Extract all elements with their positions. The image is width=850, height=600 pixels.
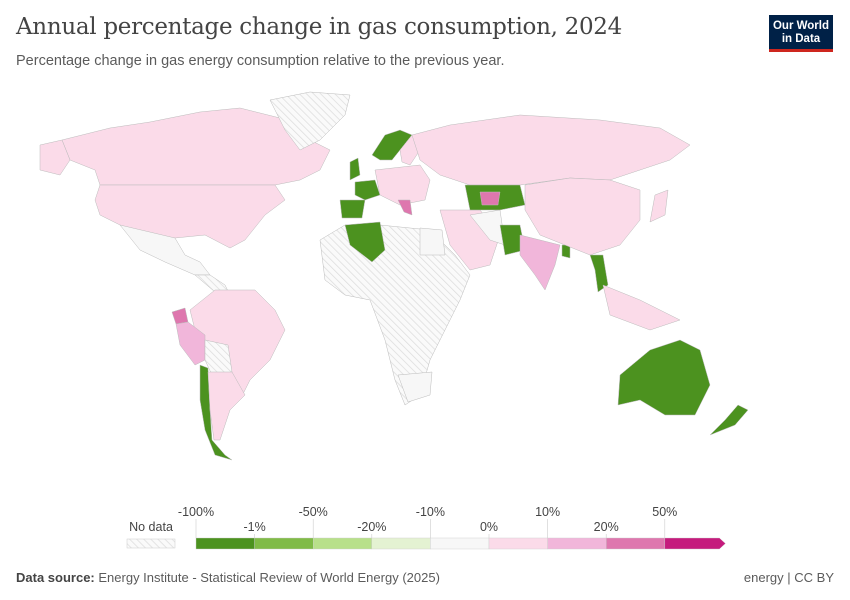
africa-no-data bbox=[319, 224, 471, 406]
legend-label: -1% bbox=[243, 520, 265, 534]
country-alaska[interactable] bbox=[39, 139, 71, 176]
legend-label: -100% bbox=[178, 505, 214, 519]
country-south-africa[interactable] bbox=[397, 371, 433, 403]
no-data-swatch bbox=[126, 538, 176, 549]
legend-bin[interactable] bbox=[488, 537, 548, 550]
legend-bin[interactable] bbox=[547, 537, 607, 550]
legend-bin[interactable] bbox=[371, 537, 431, 550]
country-japan[interactable] bbox=[649, 189, 669, 223]
country-vietnam[interactable] bbox=[589, 254, 609, 293]
legend-bin[interactable] bbox=[430, 537, 490, 550]
country-china[interactable] bbox=[524, 177, 641, 256]
chart-subtitle: Percentage change in gas energy consumpt… bbox=[16, 53, 505, 69]
legend-label: -20% bbox=[357, 520, 386, 534]
country-central-europe[interactable] bbox=[374, 164, 431, 206]
se-asia[interactable] bbox=[602, 284, 681, 331]
country-russia[interactable] bbox=[411, 114, 691, 186]
legend-label: 20% bbox=[594, 520, 619, 534]
legend-bin[interactable] bbox=[313, 537, 373, 550]
country-uk[interactable] bbox=[349, 157, 361, 181]
legend-bin[interactable] bbox=[664, 537, 726, 550]
country-india[interactable] bbox=[519, 234, 561, 291]
country-algeria[interactable] bbox=[344, 221, 386, 263]
country-italy-balkans[interactable] bbox=[397, 199, 413, 216]
legend-label: -50% bbox=[299, 505, 328, 519]
legend-label: 10% bbox=[535, 505, 560, 519]
country-new-zealand[interactable] bbox=[709, 404, 749, 436]
data-source-link[interactable]: Energy Institute - Statistical Review of… bbox=[98, 570, 440, 585]
owid-logo[interactable]: Our World in Data bbox=[769, 15, 833, 52]
country-greenland bbox=[269, 91, 351, 151]
legend-bin[interactable] bbox=[254, 537, 314, 550]
legend-bin[interactable] bbox=[606, 537, 666, 550]
country-canada[interactable] bbox=[61, 107, 331, 186]
legend-label: 50% bbox=[652, 505, 677, 519]
data-source: Data source: Energy Institute - Statisti… bbox=[16, 570, 440, 585]
country-spain[interactable] bbox=[339, 199, 366, 219]
country-france[interactable] bbox=[354, 179, 381, 201]
no-data-label: No data bbox=[129, 520, 173, 534]
chart-title: Annual percentage change in gas consumpt… bbox=[16, 14, 622, 40]
legend-label: 0% bbox=[480, 520, 498, 534]
legend-bin[interactable] bbox=[195, 537, 255, 550]
footer-license[interactable]: energy | CC BY bbox=[743, 570, 834, 585]
country-australia[interactable] bbox=[617, 339, 711, 416]
country-egypt[interactable] bbox=[419, 227, 446, 256]
legend-label: -10% bbox=[416, 505, 445, 519]
country-uzbekistan[interactable] bbox=[479, 191, 501, 206]
country-argentina[interactable] bbox=[207, 371, 246, 441]
